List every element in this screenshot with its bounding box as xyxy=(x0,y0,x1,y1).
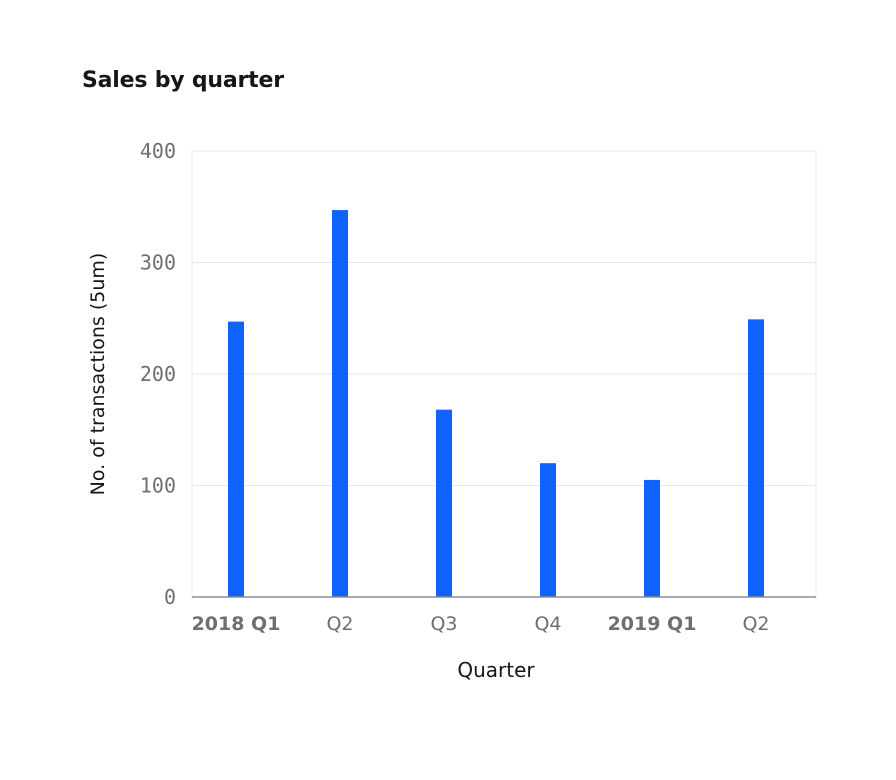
y-tick-label: 0 xyxy=(164,585,176,609)
chart-title: Sales by quarter xyxy=(82,68,284,93)
x-tick-labels: 2018 Q1 Q2 Q3 Q4 2019 Q1 Q2 xyxy=(192,613,770,635)
x-tick-label: Q4 xyxy=(534,613,561,635)
x-tick-label: Q2 xyxy=(742,613,769,635)
bar[interactable] xyxy=(540,463,556,597)
x-axis-label: Quarter xyxy=(457,658,535,682)
bar[interactable] xyxy=(436,409,452,597)
bar[interactable] xyxy=(748,319,764,597)
y-tick-label: 400 xyxy=(140,139,176,163)
bar[interactable] xyxy=(332,210,348,597)
gridlines xyxy=(191,150,817,597)
x-tick-label: 2019 Q1 xyxy=(608,613,697,635)
y-axis-label: No. of transactions (5um) xyxy=(87,253,109,496)
y-tick-label: 200 xyxy=(140,362,176,386)
y-tick-labels: 0 100 200 300 400 xyxy=(140,139,176,609)
x-tick-label: Q3 xyxy=(430,613,457,635)
x-tick-label: 2018 Q1 xyxy=(192,613,281,635)
bars xyxy=(228,210,764,597)
y-tick-label: 100 xyxy=(140,474,176,498)
bar[interactable] xyxy=(228,321,244,597)
y-tick-label: 300 xyxy=(140,251,176,275)
x-tick-label: Q2 xyxy=(326,613,353,635)
bar[interactable] xyxy=(644,479,660,597)
